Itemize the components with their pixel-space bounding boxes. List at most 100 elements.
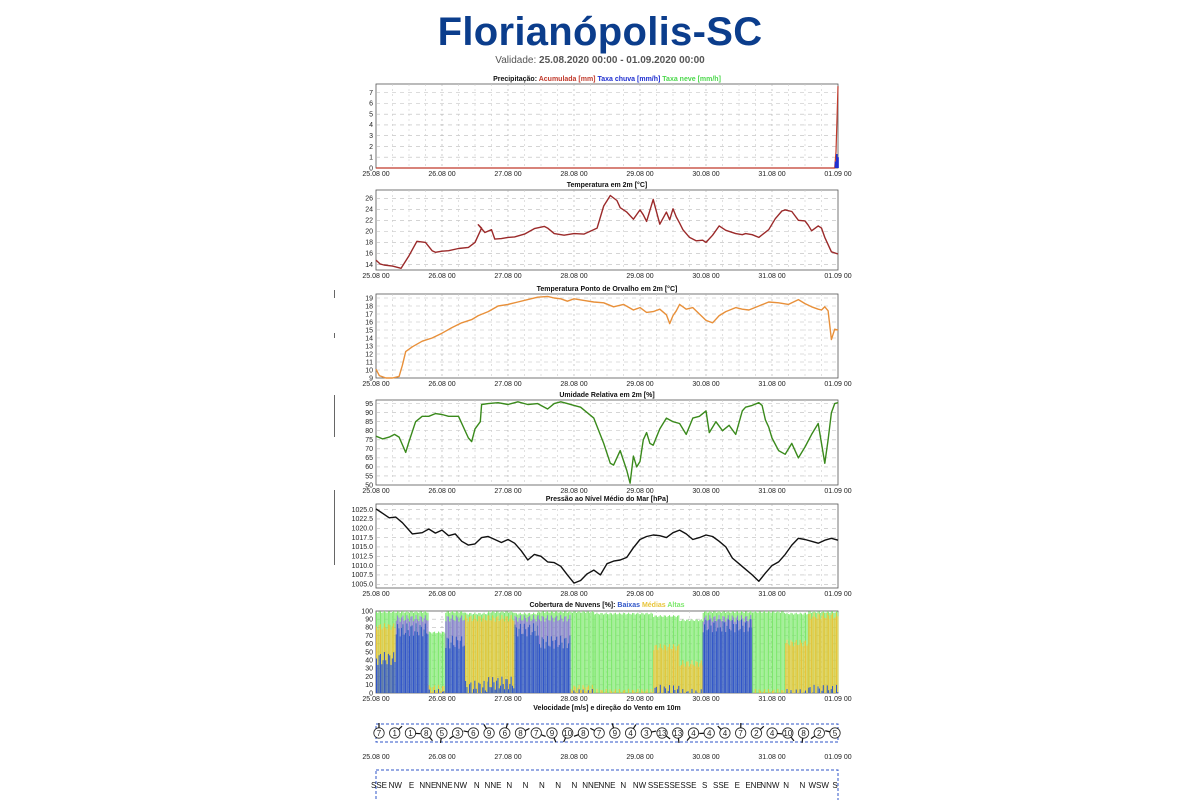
- y-tick-label: 1: [369, 155, 373, 162]
- cloud-bar-mid: [489, 620, 491, 693]
- cloud-bar-low: [451, 635, 453, 693]
- cloud-bar-low: [564, 638, 566, 693]
- cloud-bar-mid: [381, 629, 383, 693]
- cloud-bar-mid: [502, 618, 504, 693]
- cloud-bar-low: [744, 622, 746, 693]
- y-tick-label: 1012.5: [352, 554, 374, 561]
- y-tick-label: 0: [369, 165, 373, 172]
- wind-direction-label: N: [783, 781, 789, 790]
- cloud-bar-low: [505, 679, 507, 693]
- cloud-bar-low: [667, 691, 669, 693]
- cloud-bar-high: [641, 612, 643, 693]
- cloud-bar-low: [691, 688, 693, 693]
- cloud-bar-mid: [490, 620, 492, 693]
- cloud-bar-high: [634, 614, 636, 693]
- x-tick-label: 29.08 00: [626, 171, 653, 178]
- cloud-bar-high: [684, 621, 686, 693]
- cloud-bar-low: [725, 632, 727, 693]
- x-tick-label: 30.08 00: [692, 591, 719, 598]
- cloud-bar-low: [706, 630, 708, 693]
- cloud-bar-low: [497, 677, 499, 693]
- cloud-bar-high: [756, 612, 758, 693]
- cloud-bar-high: [597, 613, 599, 693]
- cloud-bar-high: [625, 614, 627, 693]
- cloud-bar-high: [624, 612, 626, 693]
- y-tick-label: 60: [365, 641, 373, 648]
- x-tick-label: 28.08 00: [560, 591, 587, 598]
- cloud-bar-low: [420, 626, 422, 693]
- y-tick-label: 1010.0: [352, 563, 374, 570]
- cloud-bar-low: [466, 687, 468, 693]
- cloud-bar-low: [454, 647, 456, 693]
- cloud-bar-low: [411, 625, 413, 693]
- wind-speed-marker: [389, 727, 401, 739]
- x-tick-label: 27.08 00: [494, 754, 521, 761]
- wind-speed-marker: [562, 727, 574, 739]
- cloud-bar-high: [690, 620, 692, 693]
- cloud-bar-low: [418, 635, 420, 693]
- panel-title-part: Acumulada [mm]: [539, 76, 598, 83]
- cloud-bar-low: [447, 638, 449, 693]
- y-tick-label: 20: [365, 674, 373, 681]
- cloud-bar-low: [511, 685, 513, 693]
- wind-direction-arrow: [790, 736, 795, 742]
- cloud-bar-mid: [826, 612, 828, 693]
- y-tick-label: 2: [369, 144, 373, 151]
- cloud-bar-mid: [470, 615, 472, 693]
- cloud-bar-high: [585, 612, 587, 693]
- series-line: [376, 86, 839, 169]
- cloud-bar-mid: [791, 641, 793, 693]
- wind-direction-label: N: [523, 781, 529, 790]
- x-tick-label: 25.08 00: [362, 273, 389, 280]
- cloud-bar-low: [427, 634, 429, 693]
- wind-speed-value: 1: [392, 729, 397, 738]
- y-tick-label: 30: [365, 666, 373, 673]
- x-tick-label: 31.08 00: [758, 754, 785, 761]
- cloud-bar-high: [617, 614, 619, 693]
- cloud-bar-high: [777, 611, 779, 693]
- cloud-bar-high: [609, 612, 611, 693]
- cloud-bar-low: [738, 630, 740, 693]
- wind-direction-label: N: [474, 781, 480, 790]
- cloud-bar-high: [603, 614, 605, 693]
- panel-title: Temperatura Ponto de Orvalho em 2m [°C]: [537, 285, 678, 293]
- cloud-bar-mid: [492, 615, 494, 693]
- cloud-bar-mid: [570, 689, 572, 693]
- cloud-bar-low: [386, 664, 388, 693]
- cloud-bar-mid: [488, 615, 490, 693]
- cloud-bar-low: [443, 691, 445, 693]
- cloud-bar-low: [707, 629, 709, 693]
- cloud-bar-high: [773, 611, 775, 693]
- cloud-bar-mid: [465, 615, 467, 693]
- cloud-bar-mid: [586, 686, 588, 693]
- cloud-bar-low: [489, 687, 491, 693]
- wind-direction-arrow: [428, 736, 433, 742]
- cloud-bar-mid: [762, 691, 764, 693]
- cloud-bar-mid: [694, 666, 696, 693]
- cloud-bar-low: [534, 630, 536, 693]
- cloud-bar-high: [761, 612, 763, 693]
- cloud-bar-high: [647, 614, 649, 693]
- wind-direction-arrow: [801, 737, 804, 743]
- cloud-bar-high: [570, 612, 572, 693]
- cloud-bar-high: [686, 619, 688, 693]
- wind-direction-arrow: [611, 723, 615, 729]
- cloud-bar-mid: [628, 688, 630, 693]
- cloud-bar-mid: [484, 619, 486, 693]
- cloud-bar-low: [711, 632, 713, 693]
- cloud-bar-mid: [601, 690, 603, 693]
- cloud-bar-low: [549, 646, 551, 693]
- wind-speed-value: 4: [628, 729, 633, 738]
- cloud-bar-high: [691, 619, 693, 693]
- cloud-bar-high: [779, 612, 781, 693]
- cloud-bar-mid: [605, 688, 607, 693]
- cloud-bar-low: [737, 620, 739, 693]
- cloud-bar-high: [682, 619, 684, 693]
- cloud-bar-low: [809, 687, 811, 693]
- cloud-bar-low: [718, 619, 720, 693]
- wind-direction-label: N: [572, 781, 578, 790]
- cloud-bar-mid: [575, 691, 577, 693]
- cloud-bar-high: [696, 619, 698, 693]
- wind-direction-arrow: [505, 723, 509, 729]
- cloud-bar-high: [438, 631, 440, 693]
